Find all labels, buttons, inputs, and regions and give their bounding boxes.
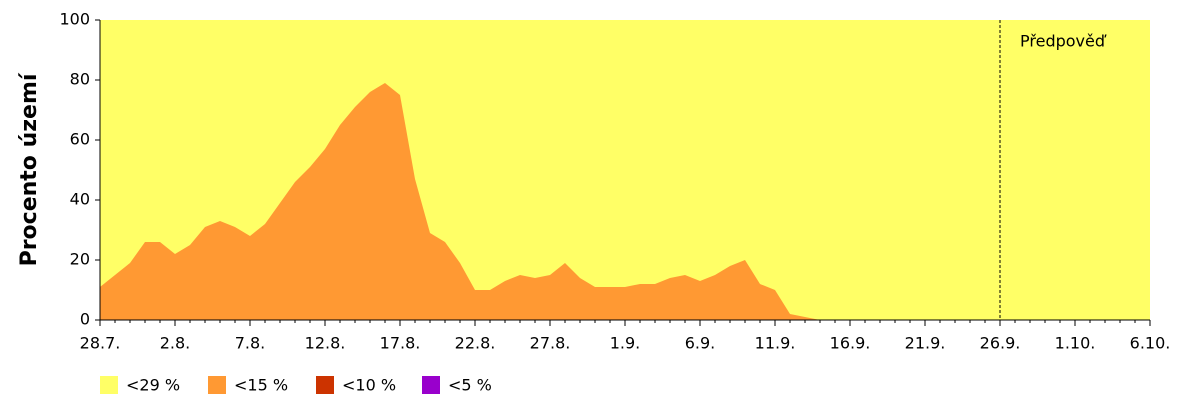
legend-swatch [100, 376, 118, 394]
legend-swatch [422, 376, 440, 394]
legend-swatch [208, 376, 226, 394]
x-tick-label: 6.10. [1130, 334, 1171, 353]
area [100, 83, 1150, 320]
x-tick-label: 7.8. [235, 334, 266, 353]
y-tick-label: 20 [70, 250, 90, 269]
legend-swatch [316, 376, 334, 394]
x-tick-label: 17.8. [380, 334, 421, 353]
x-tick-label: 16.9. [830, 334, 871, 353]
x-tick-label: 21.9. [905, 334, 946, 353]
legend-label: <15 % [234, 376, 288, 395]
legend-label: <29 % [126, 376, 180, 395]
y-tick-label: 0 [80, 310, 90, 329]
y-axis-label: Procento území [17, 72, 42, 266]
y-tick-label: 60 [70, 130, 90, 149]
x-tick-label: 26.9. [980, 334, 1021, 353]
x-tick-label: 22.8. [455, 334, 496, 353]
x-tick-label: 1.10. [1055, 334, 1096, 353]
x-tick-label: 11.9. [755, 334, 796, 353]
x-tick-label: 27.8. [530, 334, 571, 353]
x-tick-label: 1.9. [610, 334, 641, 353]
x-tick-label: 12.8. [305, 334, 346, 353]
legend-label: <5 % [448, 376, 492, 395]
y-tick-label: 100 [59, 10, 90, 29]
legend-label: <10 % [342, 376, 396, 395]
x-tick-label: 28.7. [80, 334, 121, 353]
x-tick-label: 2.8. [160, 334, 191, 353]
x-tick-label: 6.9. [685, 334, 716, 353]
y-tick-label: 40 [70, 190, 90, 209]
annotation: Předpověď [1020, 32, 1107, 51]
y-tick-label: 80 [70, 70, 90, 89]
